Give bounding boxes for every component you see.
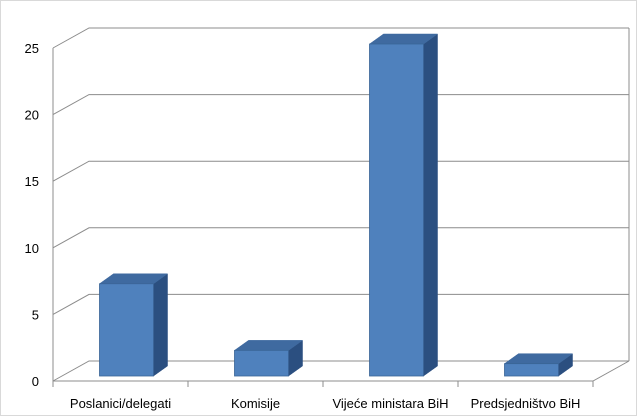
- gridline: [52, 360, 629, 382]
- bar: [503, 353, 574, 377]
- y-tick-label: 15: [25, 174, 39, 189]
- x-tick-label: Komisije: [231, 396, 280, 411]
- bars: [98, 33, 574, 377]
- axes: [52, 28, 630, 387]
- gridline: [52, 293, 629, 315]
- bar-front: [234, 349, 289, 377]
- gridline: [52, 27, 629, 49]
- y-axis-tick-labels: 0 5 10 15 20 25: [25, 41, 39, 389]
- bar-front: [99, 283, 154, 377]
- bar: [98, 273, 169, 377]
- y-tick-label: 10: [25, 241, 39, 256]
- grid-lines: [52, 27, 629, 382]
- bar: [368, 33, 439, 377]
- y-tick-label: 0: [32, 374, 39, 389]
- x-tick-label: Poslanici/delegati: [70, 396, 171, 411]
- bar-front: [369, 43, 424, 377]
- y-tick-label: 25: [25, 41, 39, 56]
- x-tick-label: Vijeće ministara BiH: [332, 396, 448, 411]
- bar: [233, 339, 304, 377]
- x-axis-tick-labels: Poslanici/delegati Komisije Vijeće minista…: [70, 396, 581, 411]
- gridline: [52, 227, 629, 249]
- bar-front: [504, 363, 559, 377]
- gridline: [52, 160, 629, 182]
- x-tick-label: Predsjedništvo BiH: [471, 396, 581, 411]
- gridline: [52, 94, 629, 116]
- y-tick-label: 20: [25, 108, 39, 123]
- bar-side: [423, 33, 438, 377]
- y-tick-label: 5: [32, 307, 39, 322]
- bar-side: [153, 273, 168, 377]
